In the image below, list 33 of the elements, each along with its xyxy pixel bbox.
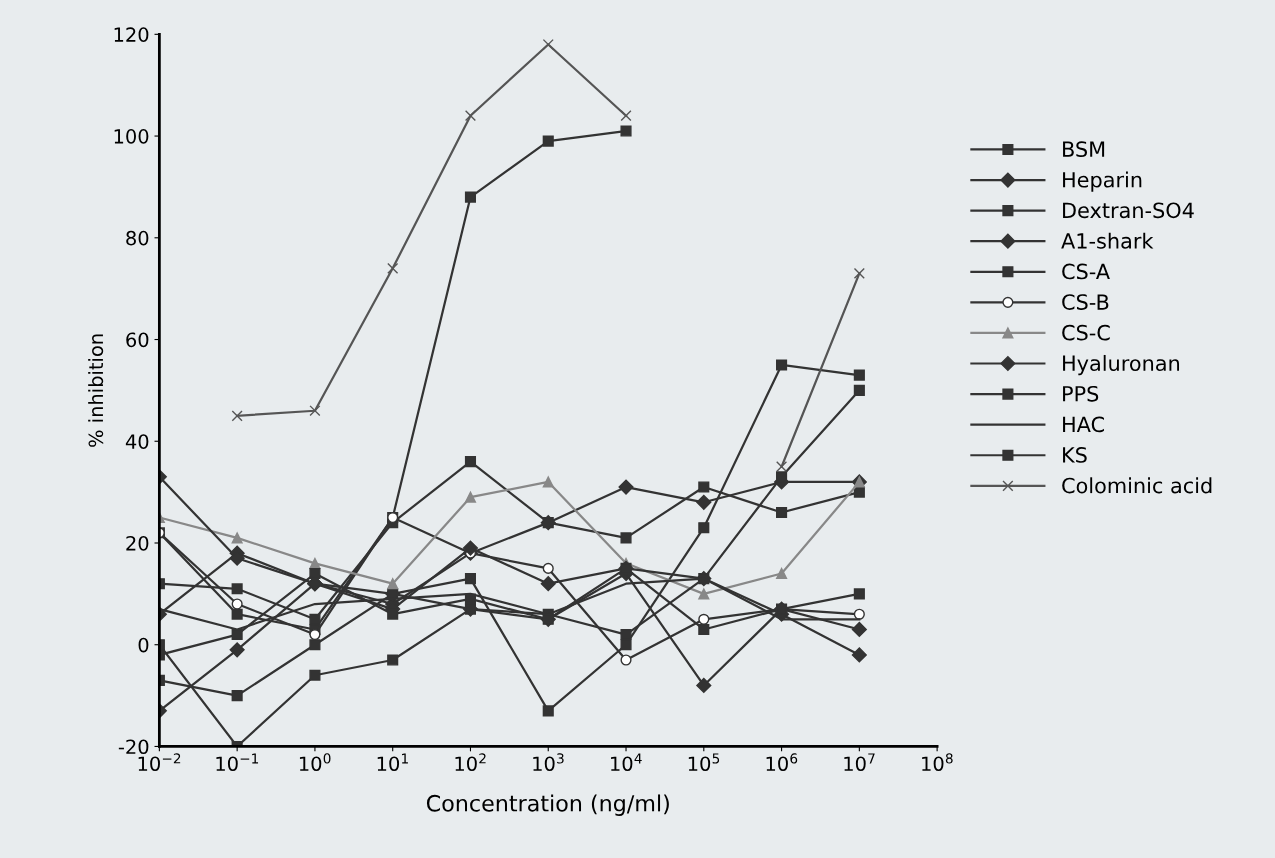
y-tick-label: 80: [126, 230, 149, 246]
legend-label: CS-A: [1062, 263, 1110, 280]
legend-label: KS: [1063, 447, 1087, 463]
x-tick-label: 10$^{1}$: [377, 753, 408, 772]
x-tick-label: 10$^{6}$: [766, 753, 798, 772]
legend-label: CS-B: [1062, 294, 1109, 310]
legend-label: Heparin: [1063, 171, 1142, 192]
x-tick-label: 10$^{8}$: [922, 753, 953, 772]
x-tick-label: 10$^{5}$: [688, 753, 720, 772]
y-tick-label: 100: [114, 129, 149, 144]
legend-label: Hyaluronan: [1063, 354, 1180, 376]
legend-label: BSM: [1063, 141, 1105, 158]
x-tick-label: 10$^{2}$: [455, 753, 486, 772]
y-axis-title: % inhibition: [88, 334, 104, 447]
x-tick-label: 10$^{−2}$: [138, 753, 181, 772]
y-tick-label: 120: [114, 27, 149, 42]
legend-label: PPS: [1063, 385, 1099, 402]
y-tick-label: 40: [125, 434, 149, 449]
legend-label: A1-shark: [1061, 232, 1154, 249]
y-tick-label: 20: [126, 535, 149, 551]
x-tick-label: 10$^{−1}$: [216, 753, 259, 772]
legend-label: CS-C: [1062, 324, 1110, 341]
y-tick-label: -20: [118, 739, 149, 755]
legend-label: Dextran-SO4: [1063, 202, 1194, 219]
x-tick-label: 10$^{7}$: [844, 753, 875, 772]
x-axis-title: Concentration (ng/ml): [426, 794, 669, 816]
x-tick-label: 10$^{4}$: [611, 753, 642, 772]
y-tick-label: 60: [126, 332, 149, 348]
legend-label: HAC: [1063, 416, 1104, 433]
y-tick-label: 0: [138, 637, 149, 653]
x-tick-label: 10$^{3}$: [533, 753, 564, 772]
x-tick-label: 10$^{0}$: [299, 753, 331, 772]
legend-label: Colominic acid: [1062, 477, 1212, 494]
